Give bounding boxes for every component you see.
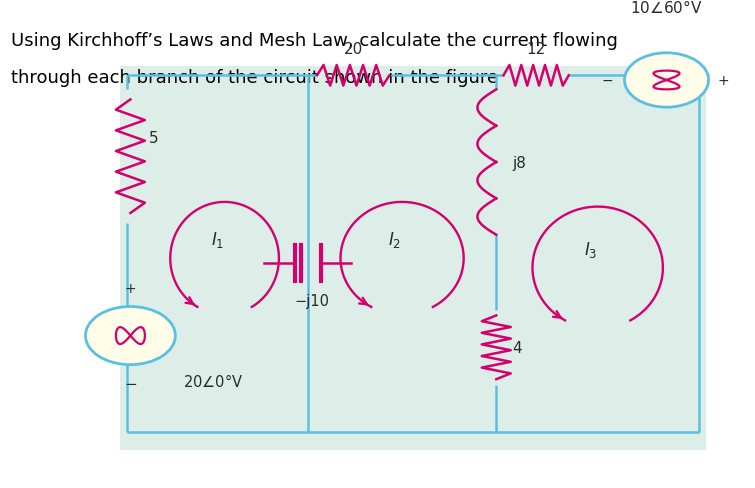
- Text: j8: j8: [512, 155, 526, 170]
- Text: $I_1$: $I_1$: [211, 230, 224, 250]
- Text: +: +: [125, 281, 136, 295]
- Text: 20: 20: [344, 41, 363, 57]
- Text: −: −: [124, 377, 137, 391]
- Text: −: −: [602, 74, 614, 88]
- Circle shape: [624, 54, 708, 108]
- Text: 10$\angle$60°V: 10$\angle$60°V: [630, 0, 703, 16]
- Text: $I_3$: $I_3$: [584, 239, 597, 259]
- Text: +: +: [717, 74, 729, 88]
- FancyBboxPatch shape: [119, 67, 707, 450]
- Text: Using Kirchhoff’s Laws and Mesh Law, calculate the current flowing: Using Kirchhoff’s Laws and Mesh Law, cal…: [11, 32, 618, 50]
- Text: 5: 5: [149, 131, 158, 145]
- Text: through each branch of the circuit shown in the figure: through each branch of the circuit shown…: [11, 69, 498, 87]
- Circle shape: [85, 307, 175, 365]
- Text: −j10: −j10: [294, 294, 329, 309]
- Text: $I_2$: $I_2$: [388, 230, 402, 250]
- Text: 20$\angle$0°V: 20$\angle$0°V: [183, 372, 243, 389]
- Text: 4: 4: [512, 340, 522, 355]
- Text: 12: 12: [526, 41, 546, 57]
